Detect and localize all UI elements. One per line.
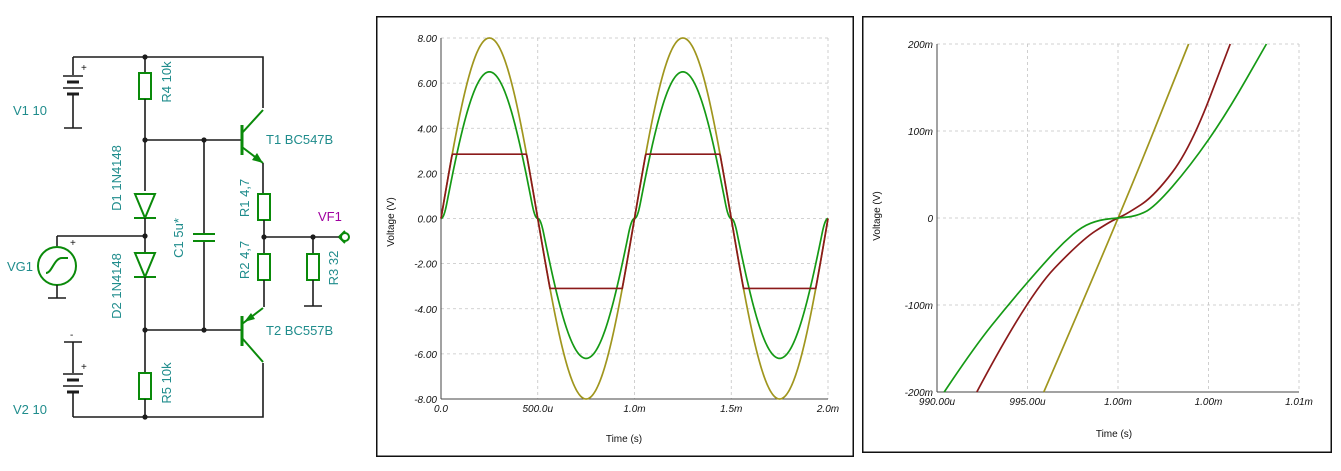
junction-dot — [142, 414, 148, 420]
plot-grid — [936, 43, 1300, 393]
y-tick-label: -200m — [905, 388, 933, 399]
plot-frame — [862, 16, 1332, 453]
sine-source-icon — [45, 257, 68, 274]
r3-resistor — [306, 253, 320, 281]
t1-transistor-symbol — [240, 109, 264, 164]
plot-series — [943, 43, 1268, 393]
t2-transistor-symbol — [240, 307, 264, 363]
series-line — [943, 43, 1268, 393]
x-axis-label: Time (s) — [1096, 429, 1132, 440]
vg1-plus-sign: + — [70, 238, 76, 249]
y-tick-label: 2.00 — [417, 169, 438, 180]
d2-label: D2 1N4148 — [109, 253, 124, 319]
y-tick-label: -2.00 — [414, 260, 437, 271]
t2-label: T2 BC557B — [266, 323, 333, 338]
vf1-label: VF1 — [318, 209, 342, 224]
y-tick-label: -100m — [905, 301, 933, 312]
v2-battery-symbol — [63, 373, 83, 394]
series-line — [1043, 43, 1190, 393]
plot-ticks: 990.00u 995.00u 1.00m 1.00m 1.01m 200m 100m 0 -1… — [905, 40, 1313, 408]
r5-label: R5 10k — [159, 362, 174, 404]
d2-diode — [133, 252, 157, 280]
plot-frame — [376, 16, 854, 457]
d1-label: D1 1N4148 — [109, 145, 124, 211]
circuit-schematic: + V1 10 - + V2 10 + VG1 R4 10k D1 1N4148… — [7, 54, 350, 420]
r5-resistor — [138, 372, 152, 400]
v1-battery-symbol — [63, 75, 83, 96]
vf1-probe-terminal — [340, 232, 350, 242]
vg1-label: VG1 — [7, 259, 33, 274]
t1-label: T1 BC547B — [266, 132, 333, 147]
y-axis-label: Voltage (V) — [872, 191, 883, 240]
v1-plus-sign: + — [81, 63, 87, 74]
r4-resistor — [138, 72, 152, 100]
y-tick-label: 200m — [907, 40, 933, 51]
x-tick-label: 995.00u — [1009, 397, 1046, 408]
r3-label: R3 32 — [326, 251, 341, 286]
v2-label: V2 10 — [13, 402, 47, 417]
y-tick-label: 6.00 — [418, 79, 438, 90]
y-tick-label: -8.00 — [414, 395, 437, 406]
x-tick-label: 990.00u — [919, 397, 956, 408]
y-axis-label: Voltage (V) — [386, 197, 397, 246]
y-tick-label: 0.00 — [418, 215, 438, 226]
v2-minus-sign: - — [70, 330, 73, 341]
y-tick-label: 100m — [908, 127, 933, 138]
r4-label: R4 10k — [159, 61, 174, 103]
v1-label: V1 10 — [13, 103, 47, 118]
r1-resistor — [257, 193, 271, 221]
x-tick-label: 500.0u — [522, 404, 553, 415]
y-tick-label: -6.00 — [414, 350, 437, 361]
x-axis-label: Time (s) — [606, 434, 642, 445]
junction-dot — [142, 233, 148, 239]
waveform-plot-2: 990.00u 995.00u 1.00m 1.00m 1.01m 200m 100m 0 -1… — [862, 16, 1332, 453]
wire-top-rail — [73, 56, 264, 108]
y-tick-label: 8.00 — [418, 34, 438, 45]
x-tick-label: 1.00m — [1195, 397, 1223, 408]
d1-diode — [133, 193, 157, 221]
y-tick-label: -4.00 — [414, 305, 437, 316]
y-tick-label: 4.00 — [418, 124, 438, 135]
r2-label: R2 4,7 — [237, 241, 252, 279]
r2-resistor — [257, 253, 271, 281]
r1-label: R1 4,7 — [237, 179, 252, 217]
v2-plus-sign: + — [81, 362, 87, 373]
x-tick-label: 0.0 — [434, 404, 448, 415]
plot-series — [440, 37, 829, 400]
series-line — [440, 153, 829, 290]
waveform-plot-1: 0.0 500.0u 1.0m 1.5m 2.0m 8.00 6.00 4.00 2.00 0.0… — [376, 16, 854, 457]
wire-bottom-rail — [73, 363, 264, 418]
junction-dot — [142, 54, 148, 60]
x-tick-label: 1.00m — [1104, 397, 1132, 408]
c1-label: C1 5u* — [171, 218, 186, 258]
x-tick-label: 1.0m — [623, 404, 645, 415]
vg1-generator-symbol — [37, 246, 77, 286]
x-tick-label: 1.5m — [720, 404, 742, 415]
x-tick-label: 1.01m — [1285, 397, 1313, 408]
x-tick-label: 2.0m — [816, 404, 839, 415]
plot-ticks: 0.0 500.0u 1.0m 1.5m 2.0m 8.00 6.00 4.00 2.00 0.0… — [414, 34, 839, 415]
y-tick-label: 0 — [927, 214, 933, 225]
